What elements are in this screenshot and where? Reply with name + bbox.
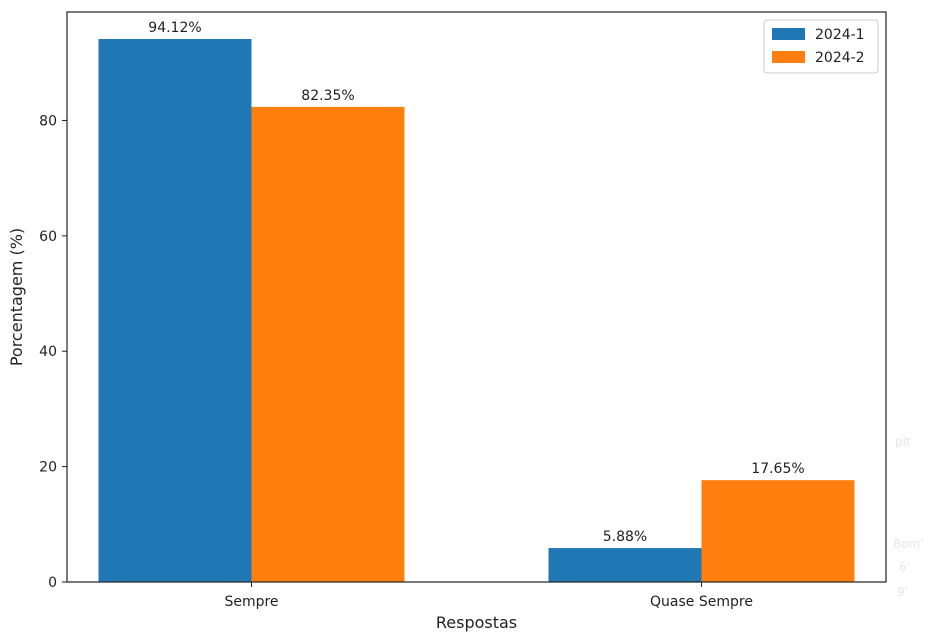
legend-label-2024-1: 2024-1 [815,27,865,43]
legend-swatch-2024-1 [772,28,805,40]
y-axis: 0 20 40 60 80 [39,113,67,591]
data-label: 94.12% [148,20,201,36]
x-axis: Sempre Quase Sempre [224,582,753,610]
x-tick-label: Quase Sempre [650,594,753,610]
legend-label-2024-2: 2024-2 [815,50,865,66]
y-axis-label: Porcentagem (%) [7,228,26,366]
bar-labels-layer: 94.12% 5.88% 82.35% 17.65% [148,20,804,545]
background-fragment: 9' [897,585,908,599]
background-fragments: plt Bom' 6' 9' [893,435,924,599]
bar-2024-2-sempre [251,106,405,583]
bar-2024-1-quase-sempre [548,548,702,582]
bar-2024-1-sempre [98,39,252,582]
y-tick-label: 80 [39,113,57,129]
data-label: 5.88% [603,529,647,545]
legend-swatch-2024-2 [772,51,805,63]
background-fragment: Bom' [893,537,924,551]
x-tick-label: Sempre [224,594,278,610]
y-tick-label: 0 [48,575,57,591]
data-label: 17.65% [751,461,804,477]
y-tick-label: 40 [39,344,57,360]
background-fragment: plt [895,435,911,449]
background-fragment: 6' [899,560,910,574]
bars-layer [98,39,855,583]
plot-frame [66,11,887,583]
y-tick-label: 60 [39,229,57,245]
data-label: 82.35% [301,88,354,104]
x-axis-label: Respostas [436,613,517,632]
bar-2024-2-quase-sempre [701,480,855,582]
y-tick-label: 20 [39,460,57,476]
legend: 2024-1 2024-2 [763,19,879,74]
